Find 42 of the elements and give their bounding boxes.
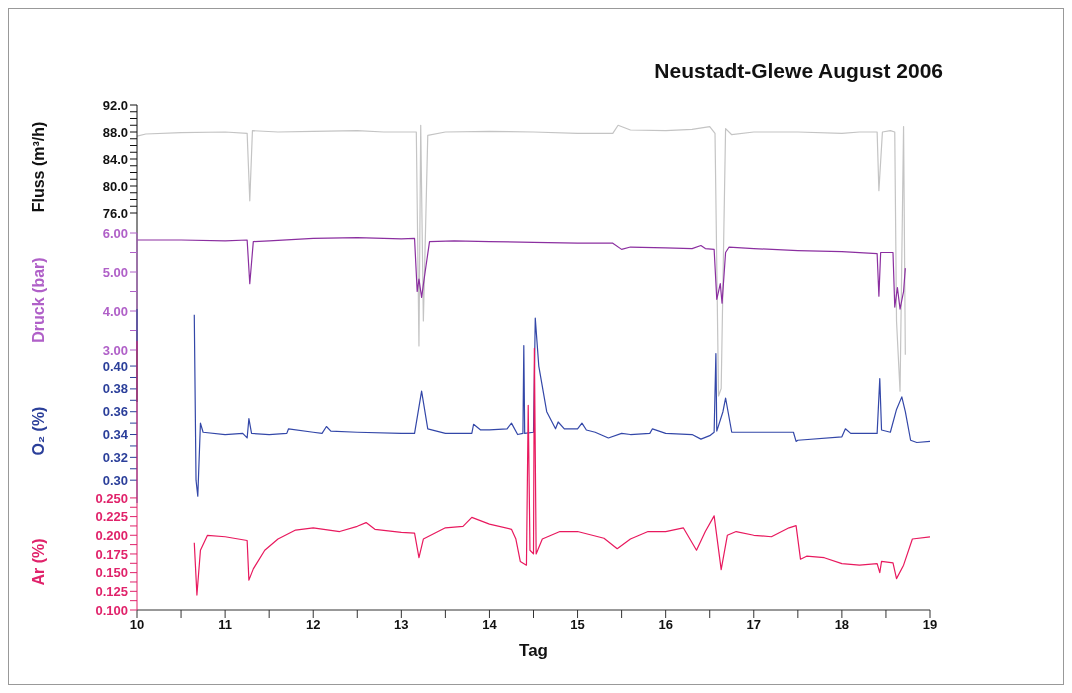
x-axis-title: Tag xyxy=(519,641,548,660)
line-series xyxy=(137,124,906,397)
y-tick-label: 0.200 xyxy=(95,527,128,543)
x-tick-label: 16 xyxy=(658,617,673,633)
line-series xyxy=(193,347,930,596)
x-tick-label: 18 xyxy=(834,617,850,633)
y-tick-label: 0.150 xyxy=(95,565,128,581)
line-series xyxy=(137,237,906,310)
y-tick-label: 88.0 xyxy=(102,124,128,140)
y-tick-label: 0.36 xyxy=(102,404,128,420)
y-tick-label: 0.34 xyxy=(102,427,129,443)
y-tick-label: 0.250 xyxy=(95,490,128,506)
x-tick-label: 11 xyxy=(218,617,232,633)
y-tick-label: 0.125 xyxy=(95,583,128,599)
y-tick-label: 92.0 xyxy=(102,97,128,113)
line-series xyxy=(193,314,930,497)
y-tick-label: 6.00 xyxy=(102,225,128,241)
y-tick-label: 0.32 xyxy=(102,449,128,465)
y-tick-label: 3.00 xyxy=(102,342,128,358)
x-tick-label: 14 xyxy=(482,617,498,633)
y-tick-label: 80.0 xyxy=(102,178,128,194)
y-tick-label: 76.0 xyxy=(102,205,128,221)
x-tick-label: 15 xyxy=(570,617,585,633)
y-tick-label: 84.0 xyxy=(102,151,128,167)
chart-title: Neustadt-Glewe August 2006 xyxy=(654,59,943,83)
x-tick-label: 13 xyxy=(394,617,409,633)
y-tick-label: 0.38 xyxy=(102,381,128,397)
y-tick-label: 0.30 xyxy=(102,472,128,488)
y-axis-title: Ar (%) xyxy=(30,538,48,586)
y-axis-title: Druck (bar) xyxy=(30,256,48,343)
x-tick-label: 10 xyxy=(129,617,145,633)
x-tick-label: 17 xyxy=(746,617,762,633)
y-tick-label: 0.40 xyxy=(102,358,128,374)
y-tick-label: 0.225 xyxy=(95,509,128,525)
y-tick-label: 4.00 xyxy=(102,303,128,319)
y-axis-title: Fluss (m³/h) xyxy=(30,121,48,213)
y-axis-title: O₂ (%) xyxy=(30,406,48,456)
x-tick-label: 19 xyxy=(922,617,938,633)
x-tick-label: 12 xyxy=(305,617,321,633)
y-tick-label: 5.00 xyxy=(102,264,128,280)
y-tick-label: 0.100 xyxy=(95,602,128,618)
y-tick-label: 0.175 xyxy=(95,546,128,562)
